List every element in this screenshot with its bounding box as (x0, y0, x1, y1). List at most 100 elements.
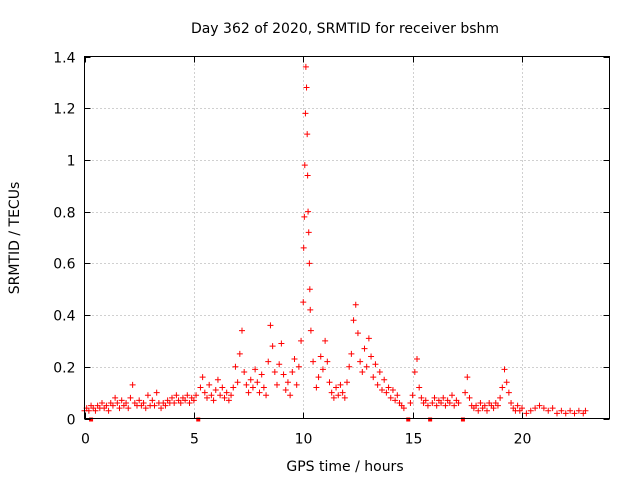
data-point (508, 399, 515, 406)
data-point (449, 392, 455, 399)
data-point (265, 358, 272, 365)
data-point (433, 402, 440, 409)
data-point (370, 374, 377, 381)
data-point (455, 399, 462, 406)
x-axis-label: GPS time / hours (286, 459, 403, 475)
data-point (169, 394, 175, 401)
chart-title: Day 362 of 2020, SRMTID for receiver bsh… (191, 21, 499, 37)
data-point (274, 381, 280, 388)
data-point (442, 402, 449, 409)
data-point (249, 384, 256, 391)
data-point (85, 407, 92, 414)
data-point (392, 397, 399, 404)
data-point (429, 399, 436, 406)
data-point (536, 402, 543, 409)
data-point (424, 402, 431, 409)
data-point (149, 397, 156, 404)
data-point (258, 371, 265, 378)
data-point (411, 368, 418, 375)
data-point (582, 407, 589, 414)
data-point (99, 399, 105, 406)
data-point (361, 345, 368, 352)
data-point (221, 394, 228, 401)
data-point (269, 343, 276, 350)
data-point (350, 317, 357, 324)
data-point (140, 399, 147, 406)
data-point (475, 407, 482, 414)
data-point (368, 353, 375, 360)
data-point (263, 392, 270, 399)
data-point (125, 405, 132, 412)
y-tick-label: 0.2 (53, 361, 75, 377)
data-point (123, 399, 130, 406)
data-point (514, 402, 521, 409)
data-gap-marker (428, 417, 433, 422)
data-point (365, 335, 372, 342)
data-point (503, 379, 510, 386)
data-point (307, 306, 314, 313)
data-point (339, 389, 346, 396)
data-point (567, 407, 574, 414)
data-point (225, 397, 232, 404)
data-point (289, 368, 296, 375)
data-point (254, 379, 261, 386)
data-point (190, 397, 197, 404)
data-point (324, 358, 331, 365)
data-point (304, 131, 311, 138)
data-point (158, 405, 165, 412)
data-point (232, 363, 239, 370)
data-point (236, 350, 243, 357)
data-point (228, 392, 235, 399)
data-point (177, 399, 184, 406)
data-point (385, 384, 392, 391)
data-point (300, 244, 307, 251)
data-point (293, 381, 300, 388)
data-point (243, 381, 250, 388)
data-point (300, 299, 307, 306)
data-point (171, 399, 178, 406)
data-point (193, 392, 200, 399)
data-point (247, 376, 254, 383)
data-point (287, 392, 294, 399)
data-point (223, 389, 230, 396)
data-point (267, 322, 274, 329)
y-tick-label: 0.4 (53, 309, 75, 325)
data-point (208, 392, 215, 399)
data-point (214, 376, 221, 383)
data-point (344, 379, 350, 386)
data-point (416, 384, 423, 391)
data-point (558, 407, 565, 414)
data-point (153, 389, 160, 396)
data-point (302, 110, 309, 117)
data-point (554, 410, 560, 417)
x-tick-label: 0 (81, 432, 90, 448)
data-point (306, 286, 313, 293)
data-point (431, 394, 438, 401)
data-point (481, 402, 488, 409)
data-point (381, 376, 388, 383)
plot-frame (84, 56, 610, 419)
data-point (182, 397, 189, 404)
data-point (219, 384, 226, 391)
data-point (239, 327, 245, 334)
data-point (315, 374, 322, 381)
data-point (230, 384, 237, 391)
data-point (103, 402, 110, 409)
grid-layer (84, 56, 610, 419)
data-point (271, 368, 278, 375)
data-point (305, 208, 312, 215)
data-point (319, 366, 326, 373)
data-point (545, 407, 552, 414)
data-point (394, 392, 401, 399)
data-point (291, 356, 298, 363)
data-point (252, 366, 259, 373)
x-tick-label: 5 (190, 432, 199, 448)
data-point (484, 407, 490, 414)
data-point (501, 366, 508, 373)
data-gap-marker (406, 417, 411, 422)
data-point (129, 381, 136, 388)
data-point (494, 402, 501, 409)
data-gap-marker (196, 417, 201, 422)
data-point (532, 405, 539, 412)
data-point (464, 374, 471, 381)
